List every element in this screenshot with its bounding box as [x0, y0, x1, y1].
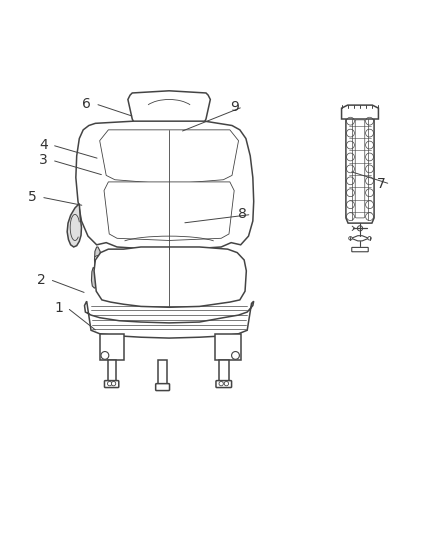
Circle shape — [219, 382, 223, 386]
FancyBboxPatch shape — [216, 381, 232, 387]
FancyBboxPatch shape — [355, 120, 365, 218]
Polygon shape — [158, 360, 167, 384]
Text: 6: 6 — [82, 97, 91, 111]
FancyBboxPatch shape — [155, 384, 170, 391]
FancyBboxPatch shape — [352, 247, 368, 252]
Polygon shape — [128, 91, 210, 123]
Circle shape — [111, 382, 116, 386]
Text: 4: 4 — [39, 138, 48, 152]
Text: 5: 5 — [28, 190, 37, 204]
Polygon shape — [346, 115, 374, 223]
Polygon shape — [215, 334, 241, 360]
Polygon shape — [94, 247, 246, 308]
Text: 3: 3 — [39, 153, 48, 167]
Polygon shape — [342, 105, 378, 119]
Circle shape — [107, 382, 112, 386]
Circle shape — [95, 256, 101, 262]
Text: 9: 9 — [230, 100, 239, 114]
Polygon shape — [100, 130, 239, 184]
Polygon shape — [76, 121, 254, 251]
Polygon shape — [351, 236, 369, 241]
Polygon shape — [219, 360, 229, 382]
Text: 7: 7 — [377, 177, 386, 191]
FancyBboxPatch shape — [105, 381, 119, 387]
Polygon shape — [85, 301, 254, 338]
Circle shape — [368, 237, 371, 240]
Polygon shape — [107, 360, 116, 382]
Circle shape — [101, 352, 109, 359]
Text: 8: 8 — [238, 207, 247, 221]
Polygon shape — [95, 247, 101, 270]
Circle shape — [232, 352, 240, 359]
Polygon shape — [67, 204, 81, 247]
Circle shape — [357, 225, 363, 231]
Circle shape — [349, 237, 352, 240]
Polygon shape — [100, 334, 124, 360]
Circle shape — [224, 382, 229, 386]
Polygon shape — [92, 268, 98, 288]
Text: 1: 1 — [54, 301, 63, 314]
Text: 2: 2 — [37, 272, 46, 287]
Polygon shape — [104, 182, 234, 240]
